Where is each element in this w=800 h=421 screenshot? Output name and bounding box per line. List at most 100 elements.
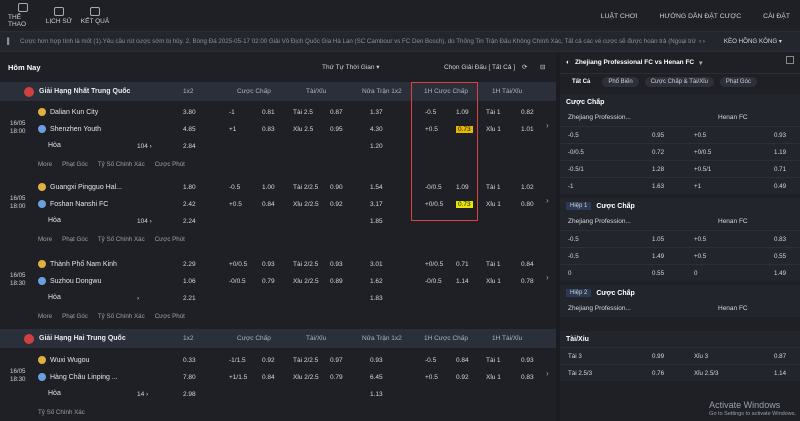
league-header-1[interactable]: Giải Hạng Nhất Trung Quốc 1x2 Cược Chấp … [0,82,556,101]
odds-cell[interactable]: 0.97 [330,357,343,364]
odds-cell[interactable]: Tài 1 [486,109,501,116]
odds-cell[interactable]: 0.73 [456,201,473,208]
bet-row[interactable]: -0.5/1 1.28 +0.5/1 0.71 [560,160,800,177]
odds-cell[interactable]: Xỉu 2/2.5 [293,278,319,285]
odds-cell[interactable]: Tài 1 [486,357,501,364]
tab-corners[interactable]: Phạt Góc [719,77,757,87]
home-team[interactable]: Wuxi Wugou [38,356,89,364]
odds-cell[interactable]: -0/0.5 [425,184,442,191]
odds-cell[interactable]: 1.14 [456,278,469,285]
odds-cell[interactable]: 0.83 [521,374,534,381]
match-link[interactable]: Tỷ Số Chính Xác [97,236,145,243]
away-team[interactable]: Foshan Nanshi FC [38,200,108,208]
odds-type-select[interactable]: KÈO HỒNG KÔNG ▾ [723,38,782,45]
odds-cell[interactable]: 2.24 [183,218,196,225]
ticker-arrows[interactable]: ‹ › [699,38,705,45]
odds-cell[interactable]: 1.83 [370,295,383,302]
odds-cell[interactable]: 6.45 [370,374,383,381]
more-arrow[interactable]: › [546,196,549,205]
odds-cell[interactable]: -1 [229,109,235,116]
odds-cell[interactable]: 0.79 [330,374,343,381]
home-team[interactable]: Thành Phố Nam Kinh [38,260,117,268]
odds-cell[interactable]: 1.06 [183,278,196,285]
match-link[interactable]: Phạt Góc [62,236,88,243]
odds-cell[interactable]: 0.71 [456,261,469,268]
away-team[interactable]: Shenzhen Youth [38,125,101,133]
bet-row[interactable]: -1 1.63 +1 0.49 [560,177,800,194]
guide-link[interactable]: HƯỚNG DẪN ĐẶT CƯỢC [659,12,742,20]
odds-cell[interactable]: 0.90 [330,184,343,191]
odds-cell[interactable]: +0/0.5 [425,201,444,208]
odds-cell[interactable]: 0.84 [262,374,275,381]
bet-row[interactable]: -0/0.5 0.72 +0/0.5 1.19 [560,143,800,160]
odds-cell[interactable]: Tài 2/2.5 [293,184,319,191]
league-header-2[interactable]: Giải Hạng Hai Trung Quốc 1x2 Cược Chấp T… [0,329,556,348]
match-link[interactable]: Tỷ Số Chính Xác [97,161,145,168]
match-link[interactable]: More [38,236,53,243]
odds-cell[interactable]: 0.84 [456,357,469,364]
odds-cell[interactable]: 0.93 [330,261,343,268]
refresh-icon[interactable]: ⟳ [522,64,528,71]
odds-cell[interactable]: 0.81 [262,109,275,116]
bet-row[interactable]: -0.5 1.49 +0.5 0.55 [560,247,800,264]
odds-cell[interactable]: 0.87 [330,109,343,116]
away-team[interactable]: Suzhou Dongwu [38,277,101,285]
odds-cell[interactable]: 1.13 [370,391,383,398]
odds-cell[interactable]: 1.00 [262,184,275,191]
odds-cell[interactable]: -0.5 [229,184,241,191]
odds-cell[interactable]: +0.5 [425,126,438,133]
market-count[interactable]: 14 › [137,391,149,398]
home-team[interactable]: Dalian Kun City [38,108,98,116]
odds-cell[interactable]: Xỉu 1 [486,126,501,133]
odds-cell[interactable]: 1.85 [370,218,383,225]
odds-cell[interactable]: Xỉu 1 [486,201,501,208]
bet-row[interactable]: -0.5 1.05 +0.5 0.83 [560,230,800,247]
tab-handicap-ou[interactable]: Cược Chấp & Tài/Xỉu [644,77,714,87]
odds-cell[interactable]: 0.84 [262,201,275,208]
market-count[interactable]: 104 › [137,143,152,150]
match-link[interactable]: More [38,161,53,168]
odds-cell[interactable]: -0/0.5 [229,278,246,285]
match-link[interactable]: Phạt Góc [62,161,88,168]
bet-row[interactable]: 0 0.55 0 1.49 [560,264,800,281]
odds-cell[interactable]: Tài 2/2.5 [293,261,319,268]
rules-link[interactable]: LUẬT CHƠI [600,12,638,20]
more-arrow[interactable]: › [546,273,549,282]
odds-cell[interactable]: 0.93 [521,357,534,364]
odds-cell[interactable]: +0.5 [229,201,242,208]
market-count[interactable]: › [137,295,140,302]
odds-cell[interactable]: 0.89 [330,278,343,285]
odds-cell[interactable]: 1.20 [370,143,383,150]
match-link[interactable]: Cược Phút [154,313,185,320]
odds-cell[interactable]: Tài 1 [486,184,501,191]
odds-cell[interactable]: 3.01 [370,261,383,268]
odds-cell[interactable]: -1/1.5 [229,357,246,364]
odds-cell[interactable]: 0.80 [521,201,534,208]
match-link[interactable]: Cược Phút [154,161,185,168]
settings-link[interactable]: CÀI ĐẶT [763,12,790,20]
away-team[interactable]: Hàng Châu Linping ... [38,373,118,381]
odds-cell[interactable]: Xỉu 2/2.5 [293,201,319,208]
odds-cell[interactable]: Tài 2.5 [293,109,313,116]
odds-cell[interactable]: 4.30 [370,126,383,133]
back-icon[interactable]: ◐ [566,59,570,66]
match-link[interactable]: Phạt Góc [62,313,88,320]
odds-cell[interactable]: 1.80 [183,184,196,191]
odds-cell[interactable]: -0/0.5 [425,278,442,285]
odds-cell[interactable]: 0.84 [521,261,534,268]
odds-cell[interactable]: 1.54 [370,184,383,191]
tab-popular[interactable]: Phổ Biến [602,77,639,87]
odds-cell[interactable]: +0/0.5 [229,261,248,268]
bet-row[interactable]: Tài 3 0.99 Xỉu 3 0.87 [560,347,800,364]
odds-cell[interactable]: 0.95 [330,126,343,133]
odds-cell[interactable]: Tài 2/2.5 [293,357,319,364]
odds-cell[interactable]: 1.01 [521,126,534,133]
match-link[interactable]: More [38,313,53,320]
odds-cell[interactable]: 0.78 [521,278,534,285]
odds-cell[interactable]: 1.62 [370,278,383,285]
odds-cell[interactable]: 0.33 [183,357,196,364]
tab-all[interactable]: Tất Cả [572,79,591,85]
odds-cell[interactable]: 0.93 [262,261,275,268]
odds-cell[interactable]: 4.85 [183,126,196,133]
odds-cell[interactable]: 1.09 [456,184,469,191]
